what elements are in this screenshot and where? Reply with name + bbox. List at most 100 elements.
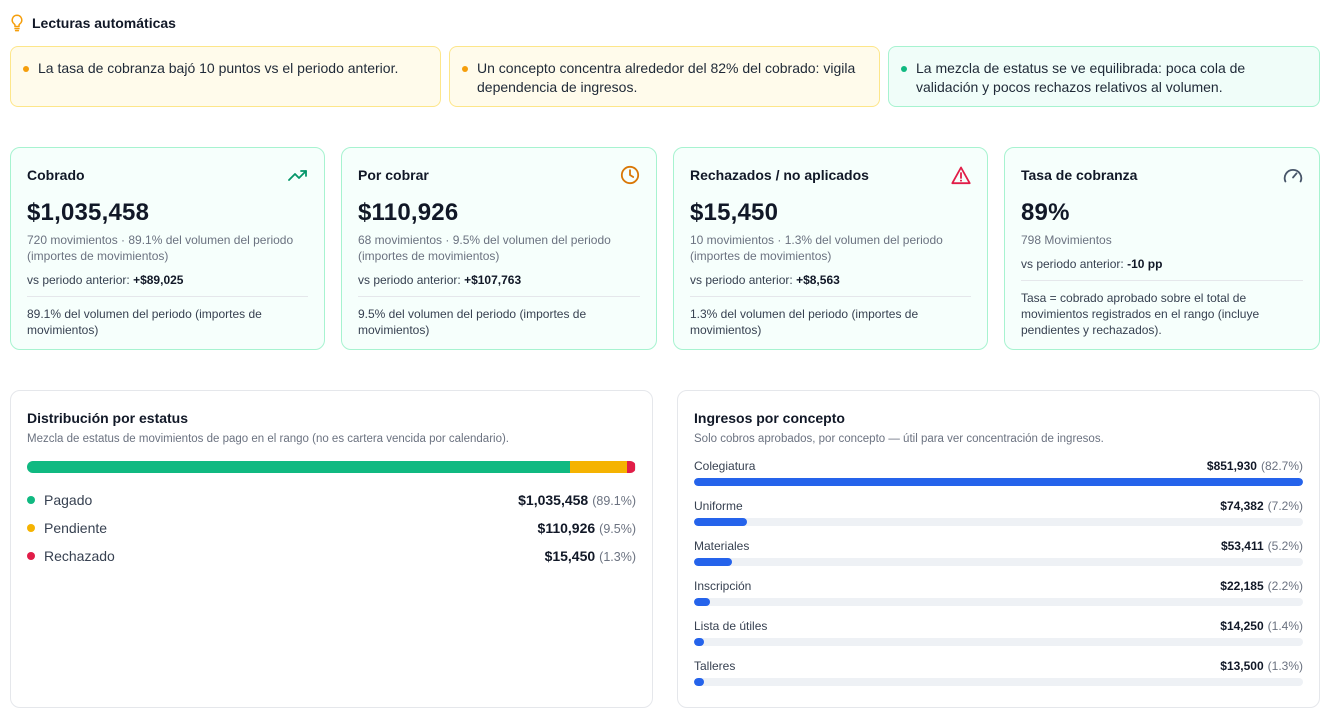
status-distribution-panel: Distribución por estatus Mezcla de estat… bbox=[10, 390, 653, 708]
kpi-label: Rechazados / no aplicados bbox=[690, 167, 869, 183]
comparison-label: vs periodo anterior: bbox=[27, 273, 130, 287]
concept-percent: (2.2%) bbox=[1267, 579, 1303, 593]
trending-up-icon bbox=[288, 165, 308, 185]
concept-bar-fill bbox=[694, 518, 747, 526]
panel-title: Distribución por estatus bbox=[27, 410, 189, 426]
status-label: Pagado bbox=[44, 492, 93, 508]
concept-percent: (1.4%) bbox=[1267, 619, 1303, 633]
divider bbox=[27, 296, 308, 297]
status-label: Pendiente bbox=[44, 520, 108, 536]
concept-amount: $13,500 bbox=[1220, 659, 1264, 673]
kpi-card-por-cobrar: Por cobrar $110,926 68 movimientos · 9.5… bbox=[341, 147, 657, 350]
divider bbox=[358, 296, 640, 297]
concept-bar-fill bbox=[694, 638, 705, 646]
concept-label: Inscripción bbox=[694, 579, 752, 593]
concept-amount: $851,930 bbox=[1206, 459, 1257, 473]
insight-text: La mezcla de estatus se ve equilibrada: … bbox=[916, 60, 1246, 95]
concept-bar-track bbox=[694, 518, 1303, 526]
kpi-comparison: vs periodo anterior: +$89,025 bbox=[27, 273, 308, 288]
insight-card: La tasa de cobranza bajó 10 puntos vs el… bbox=[10, 46, 441, 107]
status-dot bbox=[27, 496, 35, 504]
comparison-label: vs periodo anterior: bbox=[358, 273, 461, 287]
concept-value: $53,411 (5.2%) bbox=[1221, 539, 1303, 553]
divider bbox=[1021, 280, 1303, 281]
status-dot bbox=[27, 552, 35, 560]
panel-subtitle: Mezcla de estatus de movimientos de pago… bbox=[27, 433, 509, 445]
concept-row: Lista de útiles $14,250 (1.4%) bbox=[694, 619, 1303, 659]
concept-percent: (5.2%) bbox=[1267, 539, 1303, 553]
status-bar-segment-rechazado bbox=[627, 461, 636, 473]
status-legend: Pagado $1,035,458 (89.1%) Pendiente $110,926… bbox=[27, 486, 636, 570]
lightbulb-icon bbox=[11, 14, 23, 32]
kpi-subtext: 798 Movimientos bbox=[1021, 233, 1112, 247]
insight-card: Un concepto concentra alrededor del 82% … bbox=[449, 46, 880, 107]
status-stacked-bar bbox=[27, 461, 636, 473]
concept-amount: $74,382 bbox=[1220, 499, 1264, 513]
concept-row: Materiales $53,411 (5.2%) bbox=[694, 539, 1303, 579]
divider bbox=[690, 296, 971, 297]
status-row: Pendiente $110,926 (9.5%) bbox=[27, 514, 636, 542]
concept-amount: $53,411 bbox=[1220, 539, 1264, 553]
kpi-comparison: vs periodo anterior: -10 pp bbox=[1021, 257, 1303, 272]
bullet-dot bbox=[23, 66, 29, 72]
concept-bar-track bbox=[694, 638, 1303, 646]
bullet-dot bbox=[901, 66, 907, 72]
concept-label: Talleres bbox=[694, 659, 736, 673]
bullet-dot bbox=[462, 66, 468, 72]
concept-bar-track bbox=[694, 558, 1303, 566]
status-label-group: Pagado bbox=[27, 492, 92, 508]
status-bar-segment-pagado bbox=[27, 461, 570, 473]
status-row: Pagado $1,035,458 (89.1%) bbox=[27, 486, 636, 514]
status-percent: (1.3%) bbox=[599, 550, 636, 564]
status-amount: $1,035,458 bbox=[518, 492, 589, 508]
concept-row: Colegiatura $851,930 (82.7%) bbox=[694, 459, 1303, 499]
panel-subtitle: Solo cobros aprobados, por concepto — út… bbox=[694, 433, 1104, 445]
gauge-icon bbox=[1283, 165, 1303, 185]
comparison-value: +$107,763 bbox=[464, 273, 522, 287]
concept-label: Colegiatura bbox=[694, 459, 756, 473]
panel-title: Ingresos por concepto bbox=[694, 410, 845, 426]
kpi-subtext: 10 movimientos · 1.3% del volumen del pe… bbox=[690, 233, 943, 263]
concept-amount: $14,250 bbox=[1220, 619, 1264, 633]
kpi-subtext: 68 movimientos · 9.5% del volumen del pe… bbox=[358, 233, 611, 263]
concept-label: Uniforme bbox=[694, 499, 743, 513]
status-row: Rechazado $15,450 (1.3%) bbox=[27, 542, 636, 570]
concept-bar-fill bbox=[694, 678, 704, 686]
kpi-value: $110,926 bbox=[358, 199, 459, 226]
concept-percent: (82.7%) bbox=[1260, 459, 1303, 473]
kpi-label: Por cobrar bbox=[358, 167, 429, 183]
status-label: Rechazado bbox=[44, 548, 115, 564]
concept-value: $74,382 (7.2%) bbox=[1220, 499, 1303, 513]
concept-value: $22,185 (2.2%) bbox=[1220, 579, 1303, 593]
status-label-group: Rechazado bbox=[27, 548, 115, 564]
status-value: $110,926 (9.5%) bbox=[538, 520, 636, 536]
concept-value: $851,930 (82.7%) bbox=[1207, 459, 1303, 473]
status-value: $15,450 (1.3%) bbox=[545, 548, 636, 564]
insight-card: La mezcla de estatus se ve equilibrada: … bbox=[888, 46, 1320, 107]
status-amount: $110,926 bbox=[537, 520, 596, 536]
concept-row: Talleres $13,500 (1.3%) bbox=[694, 659, 1303, 699]
warning-triangle-icon bbox=[951, 165, 971, 185]
kpi-value: $1,035,458 bbox=[27, 199, 150, 226]
comparison-value: +$8,563 bbox=[796, 273, 840, 287]
concept-value: $13,500 (1.3%) bbox=[1220, 659, 1303, 673]
kpi-comparison: vs periodo anterior: +$8,563 bbox=[690, 273, 971, 288]
status-amount: $15,450 bbox=[544, 548, 596, 564]
concept-bar-fill bbox=[694, 478, 1303, 486]
status-percent: (9.5%) bbox=[599, 522, 636, 536]
concept-bar-track bbox=[694, 678, 1303, 686]
kpi-label: Tasa de cobranza bbox=[1021, 167, 1138, 183]
concept-label: Lista de útiles bbox=[694, 619, 768, 633]
revenue-by-concept-panel: Ingresos por concepto Solo cobros aproba… bbox=[677, 390, 1320, 708]
kpi-note: 9.5% del volumen del periodo (importes d… bbox=[358, 307, 587, 337]
comparison-label: vs periodo anterior: bbox=[1021, 257, 1124, 271]
concept-bar-track bbox=[694, 598, 1303, 606]
concept-label: Materiales bbox=[694, 539, 750, 553]
kpi-note: 89.1% del volumen del periodo (importes … bbox=[27, 307, 262, 337]
clock-icon bbox=[620, 165, 640, 185]
concept-row: Uniforme $74,382 (7.2%) bbox=[694, 499, 1303, 539]
kpi-value: $15,450 bbox=[690, 199, 779, 226]
status-bar-segment-pendiente bbox=[569, 461, 628, 473]
insights-header: Lecturas automáticas bbox=[10, 14, 176, 32]
concept-bar-track bbox=[694, 478, 1303, 486]
